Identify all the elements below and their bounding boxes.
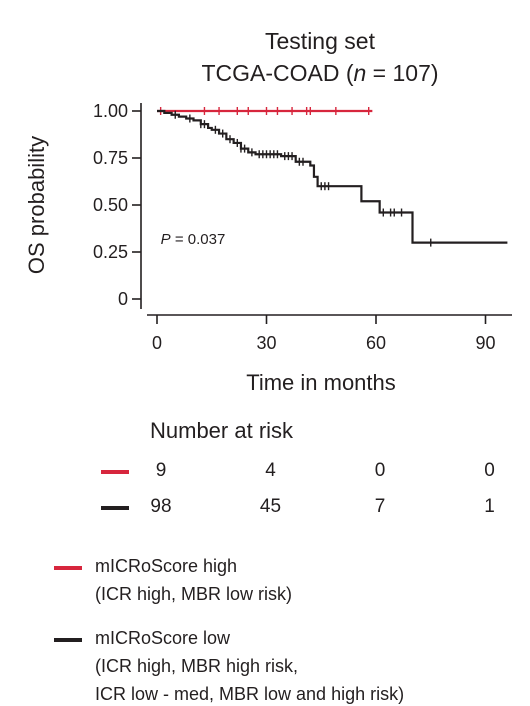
- legend-swatch: [54, 638, 82, 642]
- series-line-1: [157, 109, 508, 244]
- km-plot: 00.250.500.751.000 30 60 90 OS probability …: [24, 101, 512, 395]
- legend-label: ICR low - med, MBR low and high risk): [95, 684, 405, 704]
- y-tick-label: 1.00: [93, 101, 128, 121]
- risk-cell: 1: [484, 496, 495, 517]
- chart-subtitle: TCGA-COAD (n = 107): [170, 60, 470, 87]
- y-tick-label: 0.25: [93, 242, 128, 262]
- y-tick-label: 0.75: [93, 148, 128, 168]
- legend-label: (ICR high, MBR high risk,: [95, 656, 299, 676]
- chart-title: Testing set: [265, 28, 375, 54]
- p-value-number: = 0.037: [171, 231, 226, 248]
- y-tick-label: 0: [118, 289, 128, 309]
- series-layer: [157, 107, 508, 247]
- risk-row-swatch: [101, 506, 129, 510]
- legend-swatch: [54, 566, 82, 570]
- x-tick-label: 30: [256, 333, 276, 353]
- risk-cell: 0: [374, 460, 386, 481]
- risk-cell: 98: [150, 496, 172, 517]
- p-value-symbol: P: [161, 231, 171, 248]
- subtitle-n: n: [353, 60, 367, 86]
- risk-cell: 0: [484, 460, 495, 481]
- risk-cell: 7: [374, 496, 386, 517]
- risk-table-title: Number at risk: [150, 418, 294, 443]
- y-axis-label: OS probability: [24, 136, 49, 274]
- risk-cell: 9: [155, 460, 167, 481]
- legend-label: mICRoScore high: [95, 556, 238, 576]
- x-tick-label: 60: [366, 333, 386, 353]
- x-axis-label: Time in months: [246, 370, 396, 395]
- axes: 0 0.25 0.50 0.75 1.00 0 30 60 90: [93, 101, 512, 353]
- risk-cell: 45: [259, 496, 282, 517]
- legend-label: (ICR high, MBR low risk): [95, 584, 293, 604]
- risk-cell: 4: [265, 460, 276, 481]
- subtitle-prefix: TCGA-COAD (: [201, 60, 354, 86]
- subtitle-suffix: = 107): [366, 60, 439, 86]
- x-tick-label: 0: [152, 333, 162, 353]
- risk-row-swatch: [101, 470, 129, 474]
- x-tick-label: 90: [475, 333, 495, 353]
- p-value-annotation: P = 0.037: [161, 231, 226, 248]
- legend-label: mICRoScore low: [95, 628, 231, 648]
- y-tick-label: 0.50: [93, 195, 128, 215]
